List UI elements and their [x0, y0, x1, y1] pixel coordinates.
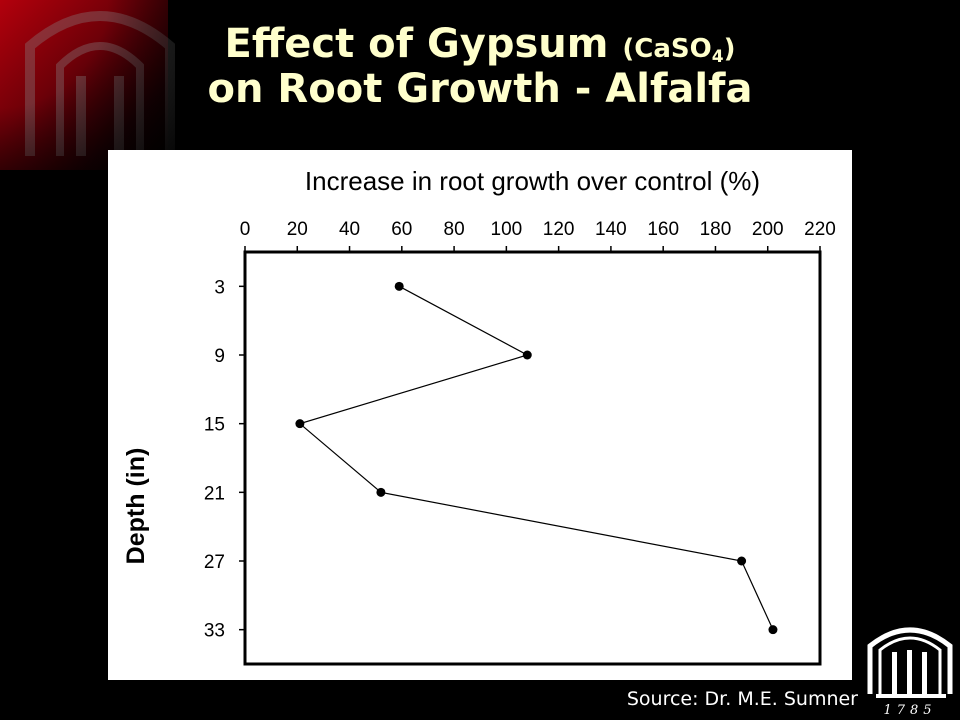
x-tick-label: 180 — [700, 219, 732, 240]
title-formula: (CaSO4) — [622, 34, 736, 67]
x-tick-label: 120 — [543, 219, 575, 240]
x-tick-label: 80 — [444, 219, 465, 240]
y-tick-label: 27 — [204, 552, 225, 573]
title-line1: Effect of Gypsum — [224, 21, 623, 67]
title-formula-open: (CaSO — [622, 34, 712, 64]
y-tick-label: 15 — [204, 415, 225, 436]
y-tick-label: 9 — [214, 346, 225, 367]
data-point — [768, 625, 778, 635]
x-tick-label: 220 — [804, 219, 836, 240]
x-tick-label: 40 — [339, 219, 360, 240]
title-formula-subscript: 4 — [711, 47, 724, 67]
x-tick-label: 100 — [491, 219, 523, 240]
slide-title: Effect of Gypsum (CaSO4) on Root Growth … — [130, 22, 830, 112]
y-tick-label: 3 — [214, 277, 225, 298]
chart-title: Increase in root growth over control (%) — [305, 166, 760, 196]
arch-logo-icon: 1785 — [867, 627, 953, 718]
data-point — [737, 556, 747, 566]
series-line — [298, 285, 774, 630]
x-tick-label: 60 — [391, 219, 412, 240]
data-point — [522, 350, 532, 360]
y-tick-label: 21 — [204, 483, 225, 504]
title-line2: on Root Growth - Alfalfa — [207, 66, 753, 113]
x-tick-label: 140 — [595, 219, 627, 240]
x-tick-label: 20 — [287, 219, 308, 240]
x-tick-label: 160 — [647, 219, 679, 240]
line-chart: Increase in root growth over control (%)… — [122, 166, 836, 666]
x-tick-label: 0 — [240, 219, 251, 240]
y-tick-label: 33 — [204, 621, 225, 642]
title-formula-close: ) — [723, 34, 736, 64]
y-axis-label: Depth (in) — [122, 448, 150, 565]
data-point — [394, 281, 404, 291]
data-point — [295, 419, 305, 429]
chart-panel: Increase in root growth over control (%)… — [108, 150, 852, 680]
source-credit: Source: Dr. M.E. Sumner — [626, 688, 858, 710]
plot-area-frame — [243, 250, 822, 666]
x-tick-label: 200 — [752, 219, 784, 240]
data-point — [376, 487, 386, 497]
logo-year: 1785 — [883, 703, 936, 718]
